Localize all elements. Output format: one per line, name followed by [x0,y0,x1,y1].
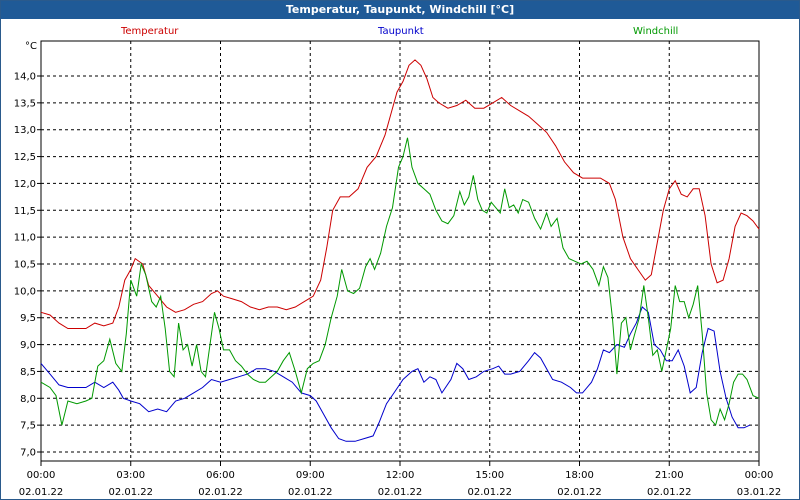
y-tick-label: 10,0 [14,286,36,297]
y-tick-label: 11,0 [14,233,36,244]
x-tick-time: 12:00 [386,470,415,481]
series-line-windchill [40,137,760,427]
x-tick-date: 03.01.22 [737,487,782,498]
y-tick-label: 12,5 [14,152,36,163]
series-line-temperatur [40,59,760,329]
x-tick-date: 02.01.22 [557,487,602,498]
y-tick-label: 12,0 [14,179,36,190]
y-tick-label: 8,0 [20,394,36,405]
x-tick-date: 02.01.22 [19,487,64,498]
y-axis-label: °C [25,41,37,52]
y-tick-label: 7,5 [20,421,36,432]
y-tick-label: 13,5 [14,98,36,109]
x-tick-date: 02.01.22 [647,487,692,498]
x-tick-time: 09:00 [296,470,325,481]
y-tick-label: 14,0 [14,72,36,83]
x-tick-time: 03:00 [116,470,145,481]
legend-taupunkt: Taupunkt [378,26,424,37]
legend-temperatur: Temperatur [121,26,179,37]
axes [37,40,760,466]
line-chart: °C 7,0 7,5 8,0 8,5 9,0 9,5 10,0 10,5 11,0 11,5 12,… [14,40,782,499]
x-tick-time: 18:00 [565,470,594,481]
tick-labels: 7,0 7,5 8,0 8,5 9,0 9,5 10,0 10,5 11,0 11,5 12,0 12… [14,72,782,499]
y-tick-label: 8,5 [20,367,36,378]
series-line-taupunkt [40,306,751,442]
x-tick-time: 15:00 [475,470,504,481]
grid [41,41,759,461]
series-lines [40,59,760,442]
x-tick-date: 02.01.22 [108,487,153,498]
window-title: Temperatur, Taupunkt, Windchill [°C] [1,1,799,19]
x-tick-time: 00:00 [27,470,56,481]
y-tick-label: 10,5 [14,260,36,271]
y-tick-label: 13,0 [14,125,36,136]
x-tick-date: 02.01.22 [288,487,333,498]
x-tick-date: 02.01.22 [198,487,243,498]
legend-windchill: Windchill [633,26,679,37]
x-tick-time: 06:00 [206,470,235,481]
y-tick-label: 9,5 [20,313,36,324]
x-tick-date: 02.01.22 [467,487,512,498]
x-tick-date: 02.01.22 [378,487,423,498]
x-tick-time: 00:00 [745,470,774,481]
plot-frame [40,40,760,462]
y-tick-label: 11,5 [14,206,36,217]
x-tick-time: 21:00 [655,470,684,481]
y-tick-label: 7,0 [20,448,36,459]
y-tick-label: 9,0 [20,340,36,351]
